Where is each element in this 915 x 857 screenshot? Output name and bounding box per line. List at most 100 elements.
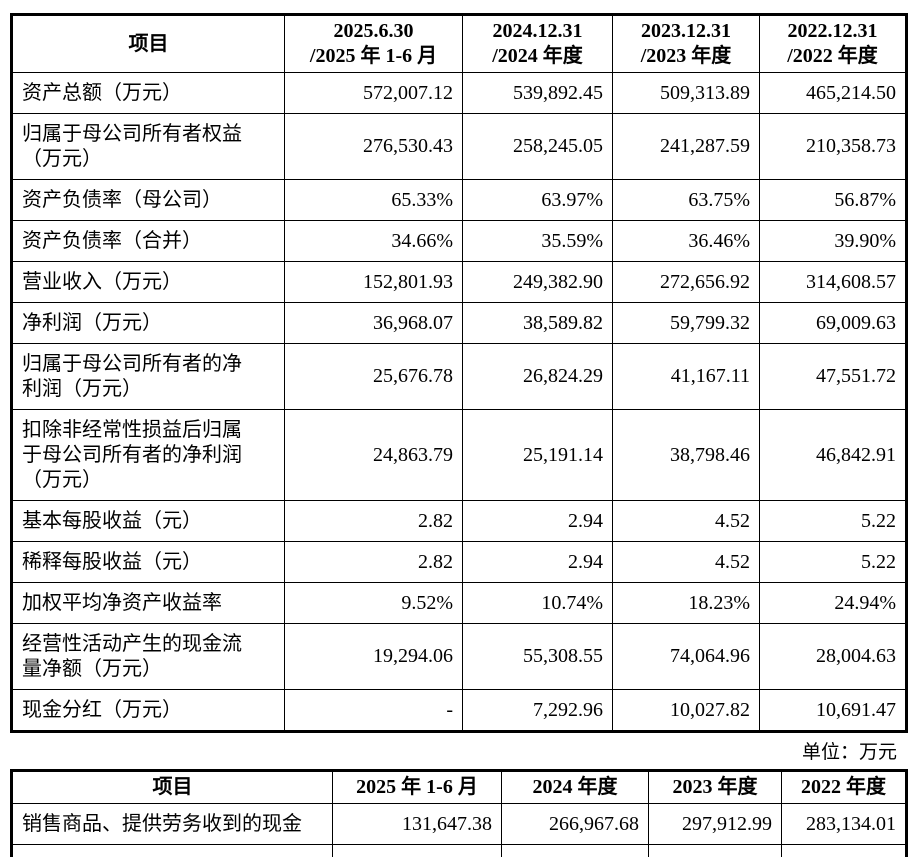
value-cell: 4.52 <box>612 500 760 542</box>
value-cell: 46,842.91 <box>759 409 907 501</box>
table-row: 基本每股收益（元） 2.82 2.94 4.52 5.22 <box>11 500 907 542</box>
row-label: 归属于母公司所有者的净 利润（万元） <box>11 343 285 410</box>
value-cell: 26,824.29 <box>462 343 613 410</box>
period-column-header: 2025 年 1-6 月 <box>332 770 502 804</box>
value-cell <box>648 844 782 857</box>
table-row: 资产总额（万元） 572,007.12 539,892.45 509,313.89 46… <box>11 72 907 114</box>
value-cell: 572,007.12 <box>284 72 463 114</box>
table-row <box>11 844 907 857</box>
row-label: 营业收入（万元） <box>11 261 285 303</box>
cash-receipts-table: 项目 2025 年 1-6 月 2024 年度 2023 年度 2022 年度 销售商品、… <box>10 769 908 857</box>
value-cell: 10,027.82 <box>612 689 760 732</box>
row-label: 资产总额（万元） <box>11 72 285 114</box>
value-cell: 38,589.82 <box>462 302 613 344</box>
row-label: 净利润（万元） <box>11 302 285 344</box>
value-cell: 55,308.55 <box>462 623 613 690</box>
value-cell: 2.82 <box>284 541 463 583</box>
row-label <box>11 844 333 857</box>
value-cell: 24,863.79 <box>284 409 463 501</box>
table-row: 资产负债率（母公司） 65.33% 63.97% 63.75% 56.87% <box>11 179 907 221</box>
value-cell: 19,294.06 <box>284 623 463 690</box>
value-cell: 65.33% <box>284 179 463 221</box>
period-column-header: 2023.12.31 /2023 年度 <box>612 14 760 73</box>
value-cell: 47,551.72 <box>759 343 907 410</box>
item-column-header: 项目 <box>11 14 285 73</box>
table-row: 加权平均净资产收益率 9.52% 10.74% 18.23% 24.94% <box>11 582 907 624</box>
row-label: 资产负债率（合并） <box>11 220 285 262</box>
table-row: 稀释每股收益（元） 2.82 2.94 4.52 5.22 <box>11 541 907 583</box>
value-cell: 35.59% <box>462 220 613 262</box>
value-cell: 241,287.59 <box>612 113 760 180</box>
row-label: 资产负债率（母公司） <box>11 179 285 221</box>
value-cell: 59,799.32 <box>612 302 760 344</box>
value-cell: 297,912.99 <box>648 803 782 845</box>
table-row: 净利润（万元） 36,968.07 38,589.82 59,799.32 69,009… <box>11 302 907 344</box>
row-label: 经营性活动产生的现金流 量净额（万元） <box>11 623 285 690</box>
value-cell: 276,530.43 <box>284 113 463 180</box>
table-row: 销售商品、提供劳务收到的现金 131,647.38 266,967.68 297,91… <box>11 803 907 845</box>
row-label: 归属于母公司所有者权益 （万元） <box>11 113 285 180</box>
value-cell: 36.46% <box>612 220 760 262</box>
value-cell: 266,967.68 <box>501 803 649 845</box>
value-cell: 509,313.89 <box>612 72 760 114</box>
period-column-header: 2024 年度 <box>501 770 649 804</box>
value-cell: 24.94% <box>759 582 907 624</box>
value-cell: 4.52 <box>612 541 760 583</box>
table-row: 经营性活动产生的现金流 量净额（万元） 19,294.06 55,308.55 74,… <box>11 623 907 690</box>
value-cell: 18.23% <box>612 582 760 624</box>
value-cell: 25,676.78 <box>284 343 463 410</box>
value-cell: 39.90% <box>759 220 907 262</box>
value-cell: 258,245.05 <box>462 113 613 180</box>
value-cell <box>332 844 502 857</box>
value-cell: - <box>284 689 463 732</box>
value-cell: 131,647.38 <box>332 803 502 845</box>
period-column-header: 2025.6.30 /2025 年 1-6 月 <box>284 14 463 73</box>
table-row: 扣除非经常性损益后归属 于母公司所有者的净利润 （万元） 24,863.79 25,… <box>11 409 907 501</box>
value-cell: 465,214.50 <box>759 72 907 114</box>
table-row: 资产负债率（合并） 34.66% 35.59% 36.46% 39.90% <box>11 220 907 262</box>
header-row: 项目 2025 年 1-6 月 2024 年度 2023 年度 2022 年度 <box>11 770 907 804</box>
row-label: 现金分红（万元） <box>11 689 285 732</box>
period-column-header: 2023 年度 <box>648 770 782 804</box>
value-cell: 314,608.57 <box>759 261 907 303</box>
row-label: 扣除非经常性损益后归属 于母公司所有者的净利润 （万元） <box>11 409 285 501</box>
value-cell <box>501 844 649 857</box>
table-row: 现金分红（万元） -7,292.96 10,027.82 10,691.47 <box>11 689 907 732</box>
value-cell: 5.22 <box>759 500 907 542</box>
table-row: 归属于母公司所有者的净 利润（万元） 25,676.78 26,824.29 41,1… <box>11 343 907 410</box>
period-column-header: 2024.12.31 /2024 年度 <box>462 14 613 73</box>
value-cell: 2.82 <box>284 500 463 542</box>
value-cell: 249,382.90 <box>462 261 613 303</box>
value-cell: 25,191.14 <box>462 409 613 501</box>
value-cell: 28,004.63 <box>759 623 907 690</box>
financial-summary-table: 项目 2025.6.30 /2025 年 1-6 月 2024.12.31 /202… <box>10 13 908 733</box>
header-row: 项目 2025.6.30 /2025 年 1-6 月 2024.12.31 /202… <box>11 14 907 73</box>
value-cell: 56.87% <box>759 179 907 221</box>
period-column-header: 2022.12.31 /2022 年度 <box>759 14 907 73</box>
value-cell: 7,292.96 <box>462 689 613 732</box>
item-column-header: 项目 <box>11 770 333 804</box>
value-cell: 210,358.73 <box>759 113 907 180</box>
value-cell: 152,801.93 <box>284 261 463 303</box>
value-cell: 74,064.96 <box>612 623 760 690</box>
value-cell: 63.75% <box>612 179 760 221</box>
value-cell: 38,798.46 <box>612 409 760 501</box>
value-cell <box>781 844 907 857</box>
value-cell: 34.66% <box>284 220 463 262</box>
table-row: 营业收入（万元） 152,801.93 249,382.90 272,656.92 31… <box>11 261 907 303</box>
unit-note: 单位：万元 <box>801 742 897 763</box>
row-label: 加权平均净资产收益率 <box>11 582 285 624</box>
value-cell: 272,656.92 <box>612 261 760 303</box>
value-cell: 9.52% <box>284 582 463 624</box>
value-cell: 10,691.47 <box>759 689 907 732</box>
value-cell: 10.74% <box>462 582 613 624</box>
row-label: 基本每股收益（元） <box>11 500 285 542</box>
value-cell: 2.94 <box>462 500 613 542</box>
value-cell: 2.94 <box>462 541 613 583</box>
value-cell: 539,892.45 <box>462 72 613 114</box>
row-label: 稀释每股收益（元） <box>11 541 285 583</box>
value-cell: 36,968.07 <box>284 302 463 344</box>
value-cell: 63.97% <box>462 179 613 221</box>
value-cell: 69,009.63 <box>759 302 907 344</box>
